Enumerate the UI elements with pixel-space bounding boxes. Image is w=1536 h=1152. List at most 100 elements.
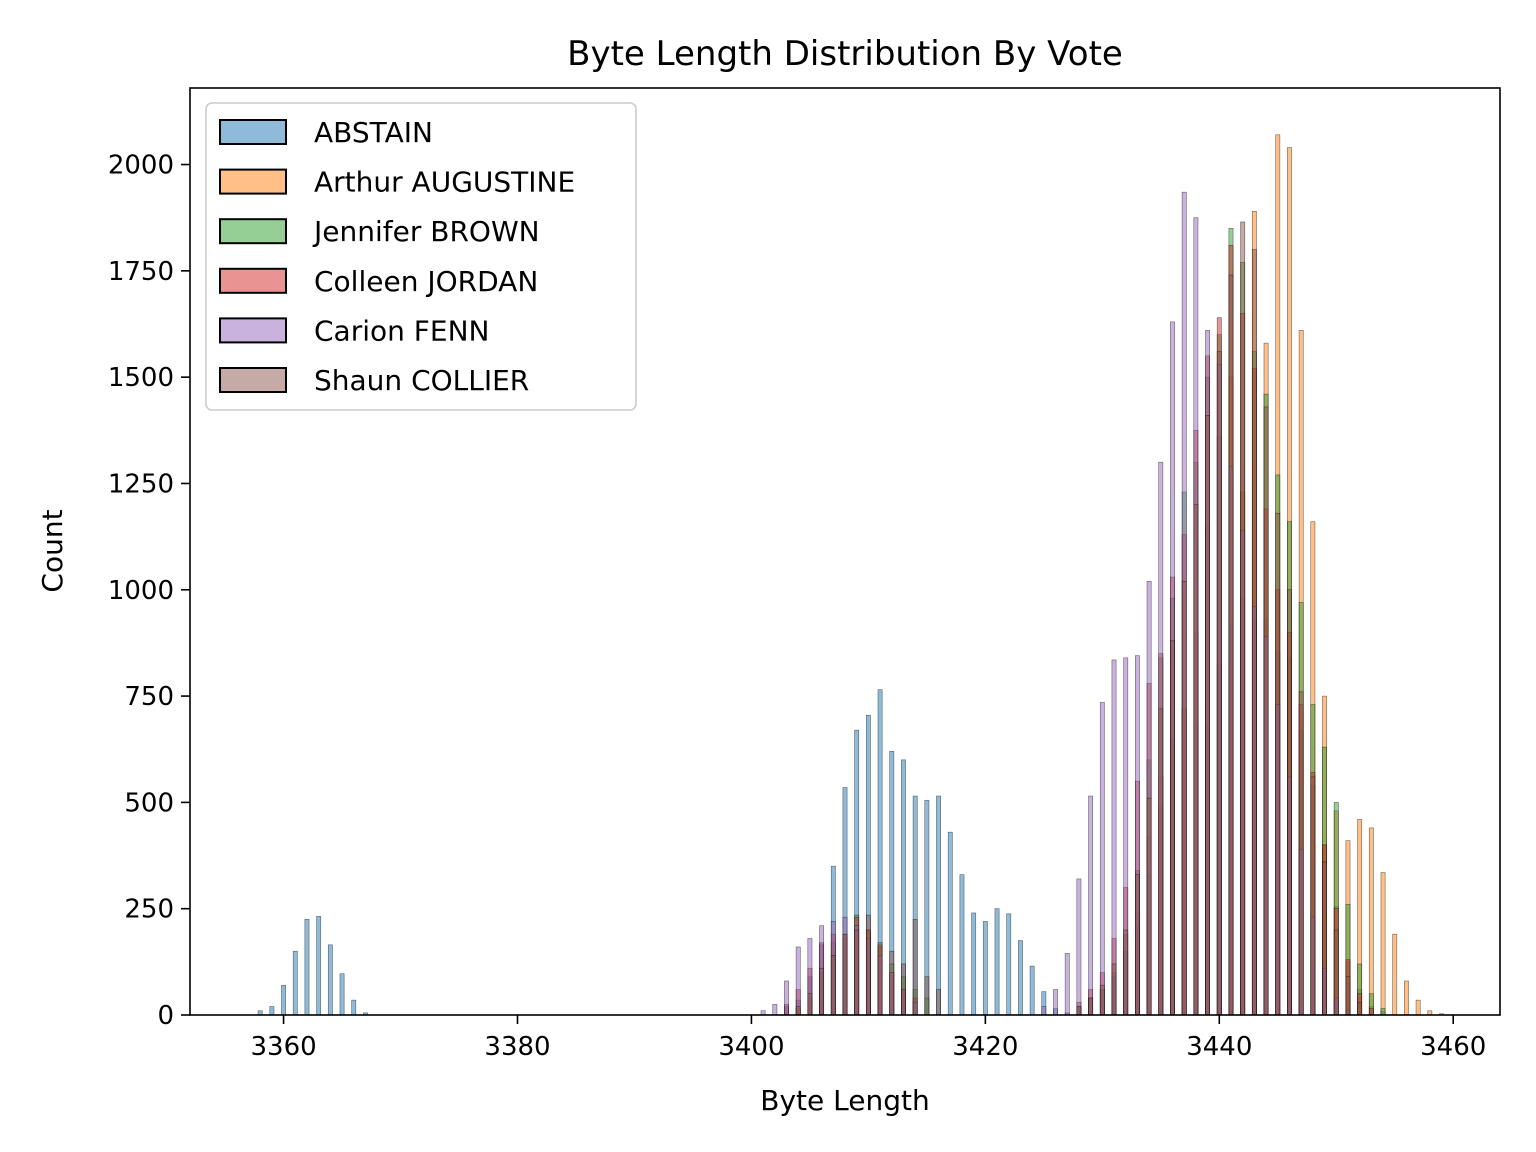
legend-label-collier: Shaun COLLIER [314, 364, 529, 397]
bar-collier-3432 [1123, 929, 1129, 1016]
bar-collier-3416 [936, 989, 941, 1016]
bar-collier-3447 [1298, 691, 1304, 1016]
bar-collier-3406 [819, 967, 825, 1016]
bar-collier-3414 [912, 919, 918, 1016]
legend-label-abstain: ABSTAIN [314, 116, 433, 149]
bar-fenn-3431 [1111, 659, 1117, 1016]
bar-fenn-3427 [1064, 953, 1070, 1016]
bar-collier-3440 [1216, 351, 1222, 1016]
bar-abstain-3363 [316, 916, 322, 1016]
bar-collier-3437 [1181, 580, 1187, 1016]
legend-label-augustine: Arthur AUGUSTINE [314, 166, 575, 199]
bar-fenn-3429 [1088, 795, 1094, 1016]
bar-collier-3442 [1240, 221, 1246, 1016]
x-tick-label: 3420 [952, 1032, 1018, 1062]
bar-fenn-3426 [1053, 989, 1058, 1016]
bar-collier-3433 [1135, 874, 1140, 1016]
bar-collier-3413 [901, 963, 906, 1016]
bar-abstain-3359 [269, 1006, 275, 1016]
bar-fenn-3425 [1041, 1006, 1047, 1016]
bar-collier-3411 [877, 942, 883, 1016]
bar-augustine-3457 [1415, 999, 1421, 1016]
bar-collier-3438 [1193, 504, 1199, 1016]
bar-collier-3448 [1310, 776, 1316, 1016]
bar-collier-3410 [865, 914, 871, 1016]
bar-collier-3434 [1146, 797, 1152, 1016]
y-tick-label: 1750 [108, 257, 174, 287]
bar-fenn-3403 [784, 980, 789, 1016]
y-tick-label: 1000 [108, 576, 174, 606]
bar-collier-3449 [1322, 861, 1327, 1016]
bar-abstain-3417 [947, 831, 953, 1016]
plot-frame [189, 87, 1501, 1016]
y-axis: 0 250 500 750 1000 1250 1500 1750 2000 [108, 151, 190, 1031]
bar-collier-3439 [1205, 415, 1210, 1016]
bar-augustine-3453 [1368, 827, 1374, 1016]
x-axis-title: Byte Length [760, 1084, 929, 1117]
bar-jordan-3453 [1368, 1008, 1374, 1016]
bar-abstain-3418 [959, 874, 965, 1016]
x-tick-label: 3400 [718, 1032, 784, 1062]
y-tick-label: 1500 [108, 363, 174, 393]
legend-label-brown: Jennifer BROWN [312, 215, 540, 248]
bar-augustine-3456 [1404, 980, 1409, 1016]
y-tick-label: 750 [124, 682, 174, 712]
bar-collier-3429 [1088, 997, 1094, 1016]
bar-collier-3407 [830, 955, 836, 1016]
bar-abstain-3422 [1006, 913, 1012, 1016]
legend-swatch-jordan [219, 267, 287, 294]
legend-swatch-collier [219, 367, 287, 393]
bar-abstain-3360 [281, 984, 286, 1016]
x-tick-label: 3460 [1420, 1032, 1486, 1062]
bar-collier-3415 [924, 976, 930, 1016]
bar-collier-3430 [1099, 984, 1105, 1016]
bar-abstain-3364 [327, 944, 333, 1016]
bar-collier-3443 [1251, 249, 1257, 1016]
bar-augustine-3455 [1392, 933, 1398, 1016]
bar-abstain-3362 [304, 919, 310, 1016]
bar-collier-3405 [807, 993, 813, 1016]
legend-box [205, 102, 637, 411]
legend-swatch-fenn [219, 317, 287, 344]
x-tick-label: 3380 [484, 1032, 550, 1062]
bar-collier-3451 [1345, 976, 1351, 1016]
bar-abstain-3365 [339, 973, 345, 1016]
chart-title: Byte Length Distribution By Vote [567, 34, 1123, 74]
bar-abstain-3420 [982, 921, 988, 1016]
bar-fenn-3428 [1076, 878, 1082, 1016]
bar-abstain-3424 [1029, 965, 1035, 1016]
bar-collier-3445 [1275, 512, 1281, 1016]
bar-fenn-3404 [795, 946, 801, 1016]
bar-collier-3409 [854, 929, 860, 1016]
bar-fenn-3430 [1099, 702, 1105, 1016]
legend-label-fenn: Carion FENN [314, 314, 489, 347]
bar-collier-3431 [1111, 963, 1117, 1016]
legend-swatch-abstain [219, 119, 287, 145]
y-tick-label: 0 [157, 1001, 174, 1031]
bar-abstain-3419 [971, 912, 977, 1016]
bar-collier-3450 [1333, 929, 1339, 1016]
bar-collier-3435 [1158, 708, 1164, 1016]
x-axis: 3360 3380 3400 3420 3440 3460 [250, 1015, 1486, 1062]
bar-abstain-3421 [994, 908, 1000, 1016]
bar-abstain-3361 [292, 950, 298, 1016]
y-axis-title: Count [36, 509, 69, 592]
x-tick-label: 3360 [250, 1032, 316, 1062]
bar-abstain-3416 [936, 795, 941, 1016]
bar-collier-3428 [1076, 1006, 1082, 1016]
y-tick-label: 2000 [108, 151, 174, 181]
bar-augustine-3454 [1380, 872, 1386, 1016]
bar-collier-3441 [1228, 274, 1234, 1016]
bar-collier-3452 [1357, 1001, 1363, 1016]
legend-label-jordan: Colleen JORDAN [314, 265, 538, 298]
legend-swatch-augustine [219, 168, 287, 195]
x-tick-label: 3440 [1186, 1032, 1252, 1062]
bar-collier-3408 [842, 933, 848, 1016]
bar-brown-3454 [1380, 1008, 1386, 1016]
legend-swatch-brown [219, 218, 287, 245]
bar-collier-3446 [1287, 589, 1292, 1016]
bar-collier-3404 [795, 1006, 801, 1016]
bar-collier-3412 [889, 950, 895, 1016]
bar-collier-3436 [1170, 640, 1175, 1016]
